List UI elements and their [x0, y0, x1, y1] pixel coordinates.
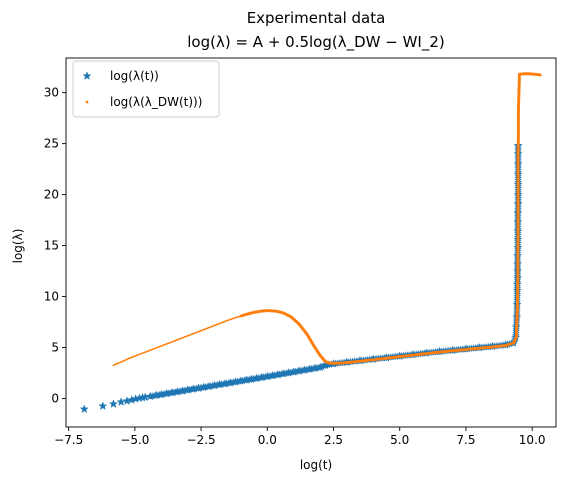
x-tick-label: 10.0 [519, 433, 546, 447]
series-1-point [79, 404, 89, 414]
y-tick-label: 0 [51, 391, 59, 405]
chart-subtitle: log(λ) = A + 0.5log(λ_DW − WI_2) [187, 33, 445, 52]
x-tick-label: 5.0 [390, 433, 409, 447]
y-tick-label: 5 [51, 340, 59, 354]
series-1-point [108, 399, 118, 408]
chart-title-group: Experimental data log(λ) = A + 0.5log(λ_… [187, 9, 445, 52]
legend-marker-series-1 [82, 71, 92, 80]
axes-layer: −7.5 −5.0 −2.5 0.0 2.5 5.0 7.5 10.0 0 5 10 15 20 25 30 [44, 57, 557, 447]
y-tick-label: 15 [44, 239, 59, 253]
legend-marker-series-2 [85, 100, 89, 104]
x-tick-label: −5.0 [120, 433, 149, 447]
legend: log(λ(t)) log(λ(λ_DW(t))) [72, 60, 220, 118]
series-1-point [98, 401, 108, 410]
x-tick-label: 2.5 [324, 433, 343, 447]
x-tick-label: 7.5 [456, 433, 475, 447]
y-tick-label: 10 [44, 290, 59, 304]
series-layer [79, 72, 542, 414]
x-tick-label: −2.5 [187, 433, 216, 447]
legend-box [72, 60, 220, 118]
series-1 [79, 140, 523, 414]
legend-label-series-2: log(λ(λ_DW(t))) [110, 95, 202, 109]
series-2-point [538, 73, 542, 77]
x-tick-label: 0.0 [258, 433, 277, 447]
series-1-point [116, 397, 126, 406]
series-2 [112, 72, 542, 367]
x-tick-label: −7.5 [54, 433, 83, 447]
y-axis-label: log(λ) [11, 229, 25, 264]
chart-title: Experimental data [247, 9, 386, 27]
legend-label-series-1: log(λ(t)) [110, 69, 159, 83]
y-tick-label: 30 [44, 86, 59, 100]
x-axis-label: log(t) [300, 458, 332, 472]
y-tick-label: 25 [44, 137, 59, 151]
axes-frame [65, 57, 557, 428]
y-tick-label: 20 [44, 188, 59, 202]
